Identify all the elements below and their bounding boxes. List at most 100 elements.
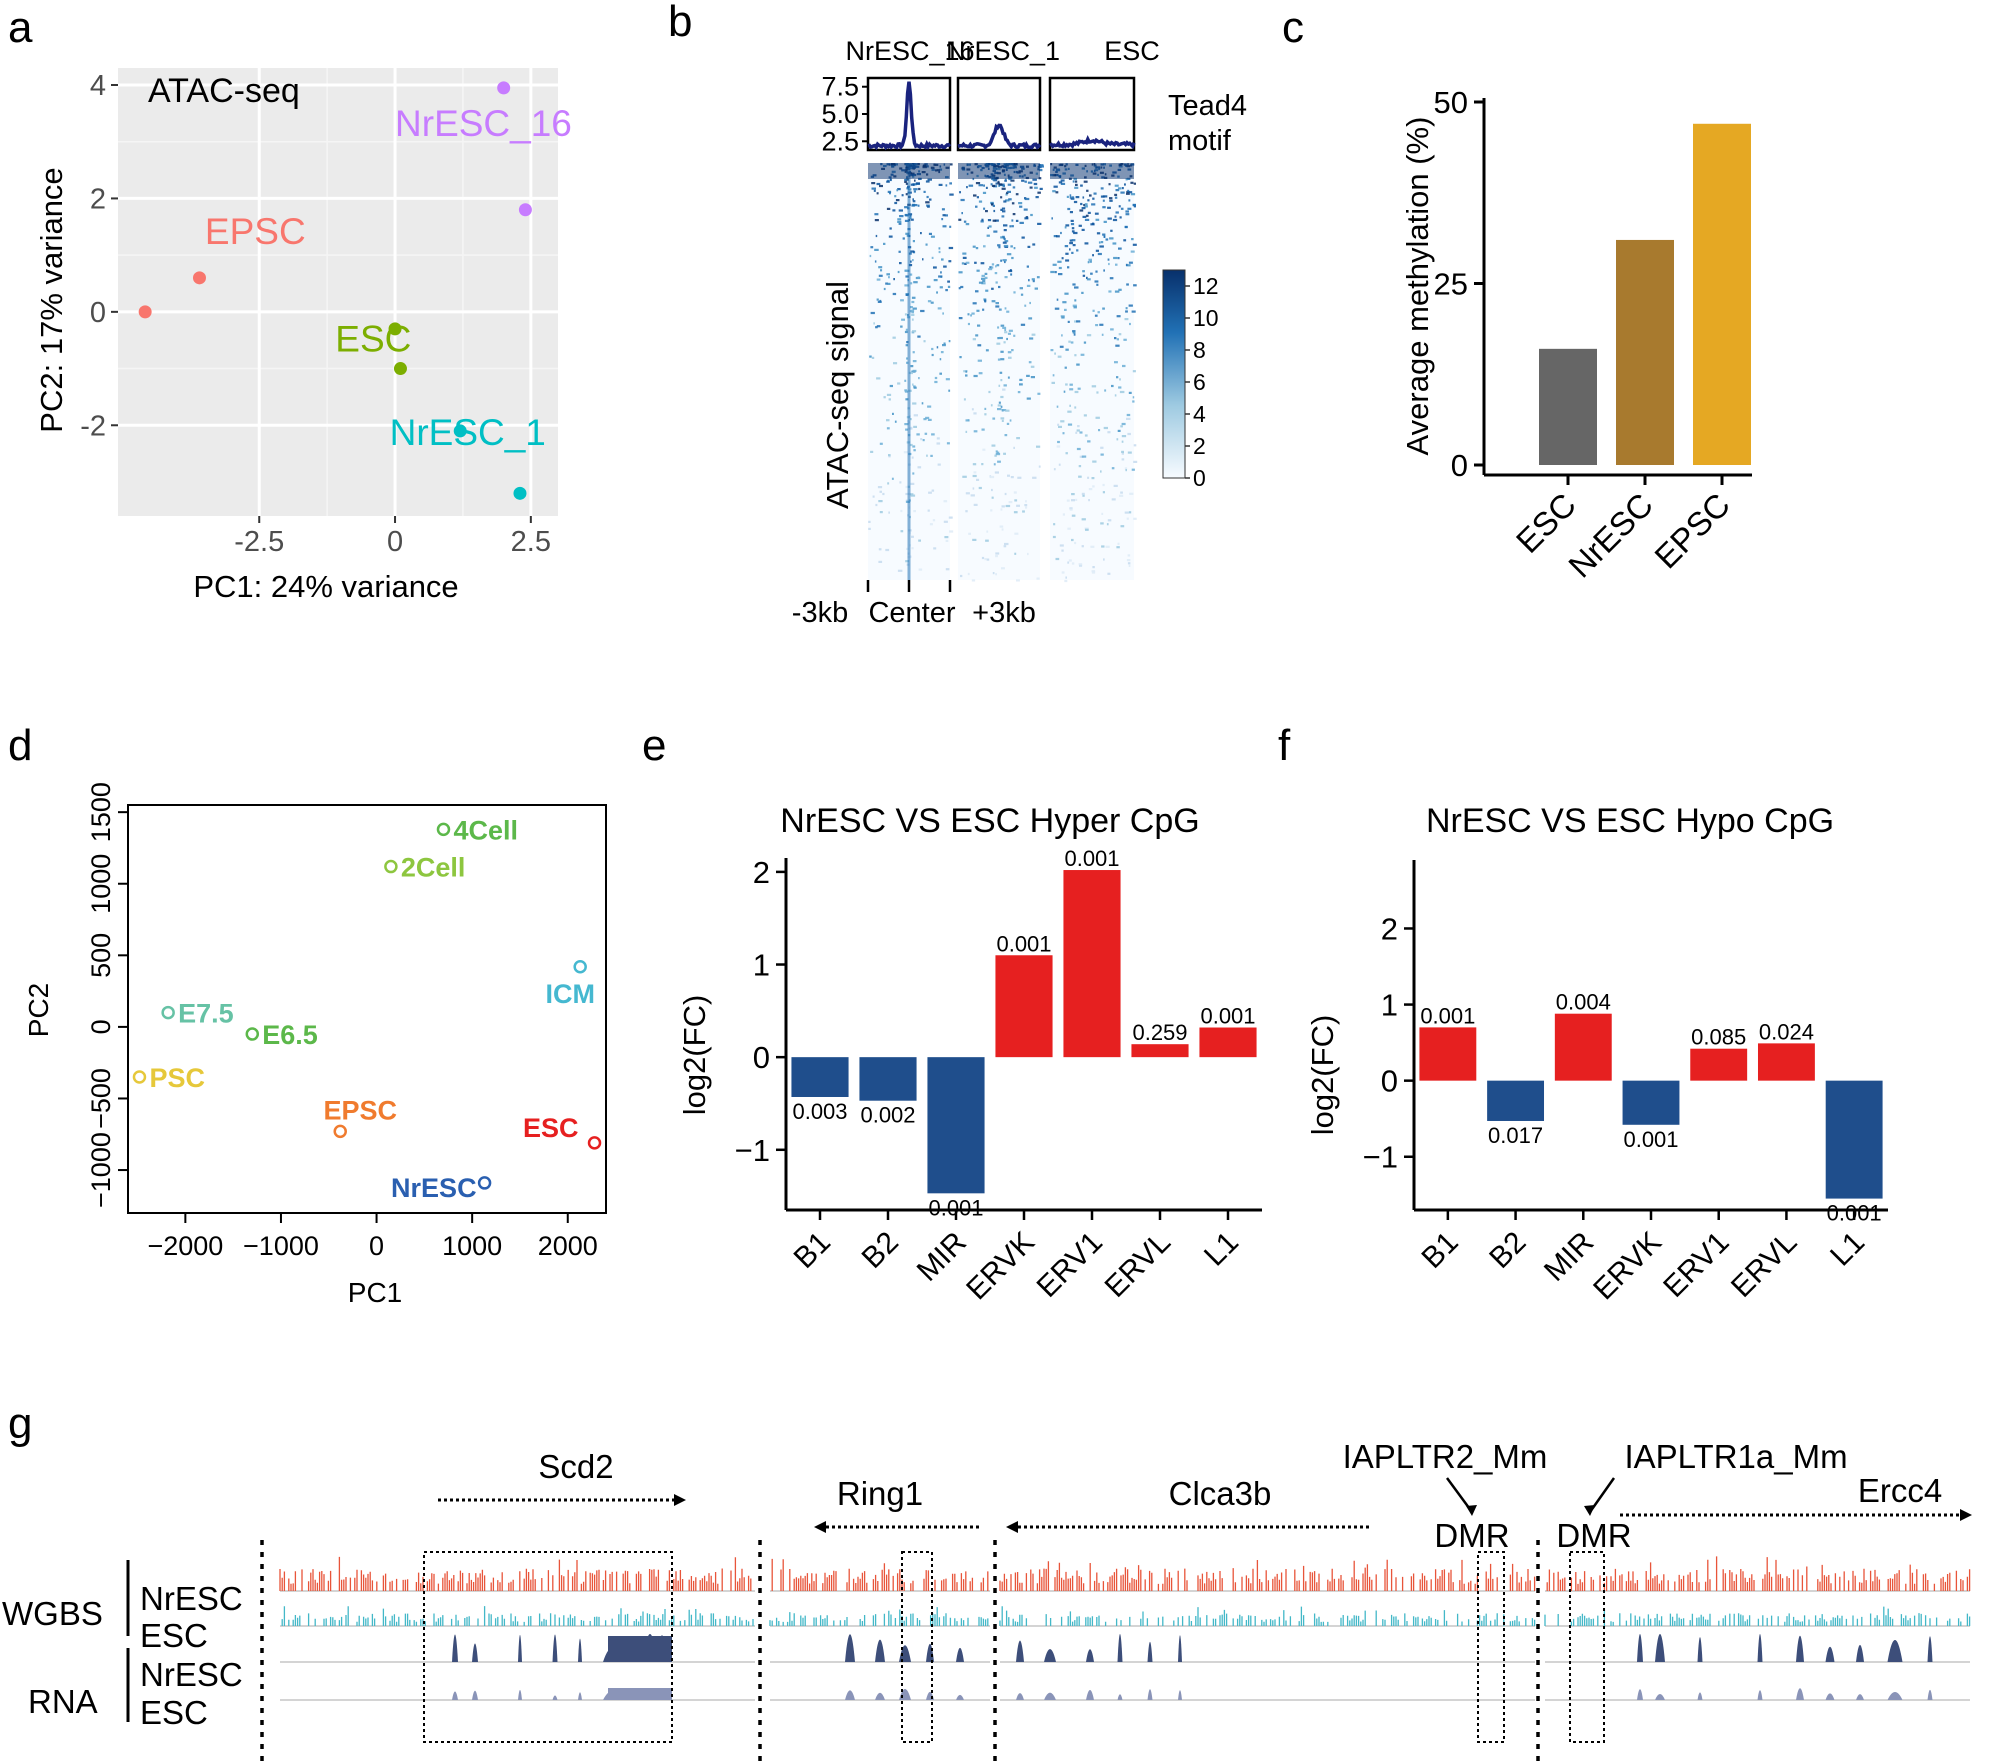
heatmap-cell [1125,307,1128,310]
heatmap-cell [1002,241,1007,244]
heatmap-cell [942,214,946,217]
heatmap-cell [995,555,998,558]
heatmap-cell [1109,237,1114,240]
x-tick-label: ERVL [1099,1226,1177,1304]
heatmap-cell [927,300,932,303]
heatmap-cell [1114,184,1119,187]
heatmap-cell [939,372,942,375]
heatmap-cell [1008,198,1012,201]
heatmap-cell [972,487,975,490]
heatmap-cell [940,351,944,354]
x-tick-label: ERV1 [1031,1226,1109,1304]
heatmap-cell [1007,376,1010,379]
wgbs-signal [279,1556,752,1591]
heatmap-cell [965,419,970,422]
heatmap-cell [980,220,984,223]
heatmap-cell [876,325,881,328]
heatmap-cell [1126,413,1131,417]
dmr-annotations: IAPLTR2_Mm DMR IAPLTR1a_Mm DMR [1343,1438,1848,1554]
heatmap-cell [883,396,886,399]
x-tick-label: EPSC [1647,486,1737,576]
heatmap-cell [1107,431,1111,434]
data-point [384,859,398,874]
heatmap-cell [943,500,948,503]
heatmap-cell [1095,218,1100,221]
heatmap-cell [978,184,983,187]
heatmap-cell [1024,197,1030,201]
heatmap-cell [1070,341,1074,344]
panel-label-g: g [8,1399,32,1448]
heatmap-cell [1060,182,1066,185]
rna-peak [1757,1634,1763,1662]
y-tick-label: −1 [1363,1140,1398,1175]
plot-background [118,68,558,516]
gene-name: Clca3b [1169,1475,1272,1512]
heatmap-cell [1006,253,1012,256]
heatmap-cell [1067,266,1070,269]
heatmap-cell [1085,214,1089,217]
heatmap-cell [892,209,896,212]
heatmap-cell [965,492,970,495]
x-axis-label: PC1 [348,1277,402,1308]
heatmap-cell [927,205,930,208]
heatmap-cell [1021,179,1025,182]
heatmap-cell [1096,283,1099,286]
heatmap-cell [878,266,883,269]
heatmap-cell [1109,197,1113,200]
heatmap-cell [938,183,943,186]
heatmap-cell [909,443,913,447]
heatmap-cell [973,503,978,506]
heatmap-cell [1092,254,1094,257]
heatmap-cell [868,527,871,530]
heatmap-cell [1004,328,1007,331]
heatmap-cell [896,189,899,192]
heatmap-cell [995,182,998,185]
heatmap-cell [1064,226,1067,229]
heatmap-cell [993,179,998,182]
gene-arrowhead [814,1521,826,1533]
heatmap-cell [1058,181,1063,184]
heatmap-cell [910,365,914,368]
heatmap-cell [1083,204,1085,207]
heatmap-cell [971,312,975,315]
track-signals [260,1540,1971,1761]
heatmap-cell [1132,204,1136,207]
heatmap-cell [1035,196,1039,199]
heatmap-cell [1037,222,1042,225]
rna-peak [452,1691,458,1700]
heatmap-cell [945,568,950,571]
heatmap-cell [1003,200,1007,203]
heatmap-cell [1002,210,1006,213]
y-tick-label: −1000 [86,1132,116,1208]
bar [1539,348,1597,465]
profile-line [867,81,952,151]
heatmap-column [958,163,1040,580]
heatmap-cell [945,184,948,187]
heatmap-cell [1123,338,1127,341]
heatmap-cell [1065,252,1069,255]
rna-peak [899,1688,911,1700]
heatmap-cell [1071,499,1075,502]
x-tick-label: 0 [387,526,403,558]
heatmap-cell [988,268,993,271]
heatmap-cell [1089,194,1092,197]
rna-peak [578,1638,582,1662]
heatmap-cell [981,274,986,277]
heatmap-cell [998,401,1001,404]
heatmap-cell [1002,235,1005,238]
heatmap-cell [1127,207,1132,210]
heatmap-cell [911,318,914,321]
pvalue-label: 0.003 [792,1099,847,1124]
heatmap-cell [876,377,881,380]
heatmap-cell [981,463,984,466]
heatmap-cell [1076,249,1079,252]
heatmap-cell [941,258,944,261]
profile-y-tick-label: 7.5 [821,72,859,102]
heatmap-cell [1024,180,1027,183]
heatmap-cell [1115,211,1119,214]
heatmap-cell [943,342,946,345]
heatmap-cell [1004,307,1007,310]
heatmap-cell [981,218,984,221]
heatmap-cell [905,293,909,296]
heatmap-cell [1027,181,1033,184]
